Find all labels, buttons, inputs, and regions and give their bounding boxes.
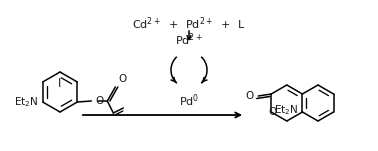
Text: O: O — [118, 74, 127, 84]
Text: Et$_2$N: Et$_2$N — [274, 103, 298, 117]
Text: Cd$^{2+}$  +  Pd$^{2+}$  +  L: Cd$^{2+}$ + Pd$^{2+}$ + L — [132, 15, 246, 32]
Text: I: I — [58, 77, 62, 90]
Text: Pd$^{0}$: Pd$^{0}$ — [179, 92, 199, 109]
Text: Et$_2$N: Et$_2$N — [14, 95, 39, 109]
Text: Pd$^{2+}$: Pd$^{2+}$ — [175, 31, 203, 48]
Text: O: O — [245, 91, 253, 101]
Text: O: O — [268, 107, 276, 117]
Text: O: O — [95, 96, 104, 106]
